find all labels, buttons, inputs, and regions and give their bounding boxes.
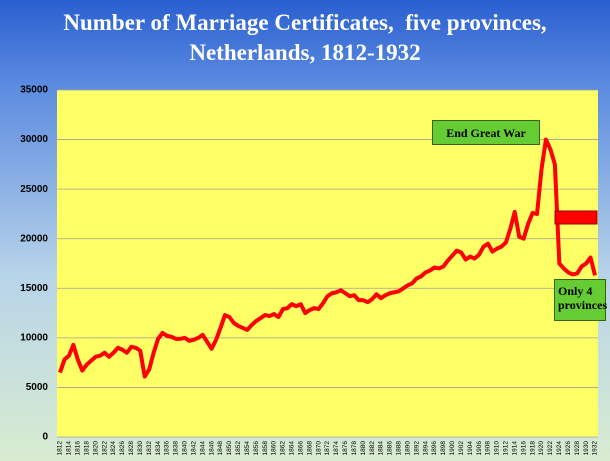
x-tick-label: 1852 bbox=[235, 441, 242, 456]
x-tick-label: 1888 bbox=[396, 441, 403, 456]
x-tick-label: 1924 bbox=[556, 441, 563, 456]
x-tick-label: 1928 bbox=[574, 441, 581, 456]
x-tick-label: 1864 bbox=[289, 441, 296, 456]
x-tick-label: 1906 bbox=[476, 441, 483, 456]
x-tick-label: 1858 bbox=[262, 441, 269, 456]
x-tick-label: 1914 bbox=[511, 441, 518, 456]
x-tick-label: 1886 bbox=[387, 441, 394, 456]
y-tick-label: 15000 bbox=[20, 283, 48, 294]
x-tick-label: 1848 bbox=[217, 441, 224, 456]
x-tick-label: 1884 bbox=[378, 441, 385, 456]
x-tick-label: 1824 bbox=[110, 441, 117, 456]
x-tick-label: 1862 bbox=[280, 441, 287, 456]
y-tick-label: 30000 bbox=[20, 134, 48, 145]
x-tick-label: 1816 bbox=[75, 441, 82, 456]
x-tick-label: 1822 bbox=[101, 441, 108, 456]
x-tick-label: 1812 bbox=[57, 441, 64, 456]
data-line bbox=[58, 137, 597, 379]
x-tick-label: 1828 bbox=[128, 441, 135, 456]
x-tick-label: 1832 bbox=[146, 441, 153, 456]
x-tick-label: 1926 bbox=[565, 441, 572, 456]
x-tick-label: 1896 bbox=[431, 441, 438, 456]
x-tick-label: 1932 bbox=[592, 441, 599, 456]
x-tick-label: 1820 bbox=[92, 441, 99, 456]
x-tick-label: 1860 bbox=[271, 441, 278, 456]
x-tick-label: 1814 bbox=[66, 441, 73, 456]
y-tick-label: 0 bbox=[42, 432, 48, 443]
x-tick-label: 1830 bbox=[137, 441, 144, 456]
x-tick-label: 1876 bbox=[342, 441, 349, 456]
x-tick-label: 1846 bbox=[208, 441, 215, 456]
x-tick-label: 1900 bbox=[449, 441, 456, 456]
x-tick-label: 1902 bbox=[458, 441, 465, 456]
x-tick-label: 1922 bbox=[547, 441, 554, 456]
x-tick-label: 1818 bbox=[83, 441, 90, 456]
y-tick-label: 5000 bbox=[26, 382, 49, 393]
x-tick-label: 1842 bbox=[190, 441, 197, 456]
x-tick-label: 1898 bbox=[440, 441, 447, 456]
y-tick-label: 25000 bbox=[20, 184, 48, 195]
x-tick-label: 1890 bbox=[404, 441, 411, 456]
x-tick-label: 1916 bbox=[520, 441, 527, 456]
red-marker bbox=[554, 210, 598, 225]
y-tick-label: 10000 bbox=[20, 332, 48, 343]
x-tick-label: 1904 bbox=[467, 441, 474, 456]
annotation: Only 4 provinces bbox=[554, 279, 607, 321]
x-tick-label: 1850 bbox=[226, 441, 233, 456]
x-tick-label: 1910 bbox=[494, 441, 501, 456]
plot-area bbox=[57, 90, 598, 437]
x-tick-label: 1918 bbox=[529, 441, 536, 456]
x-tick-label: 1826 bbox=[119, 441, 126, 456]
x-tick-label: 1844 bbox=[199, 441, 206, 456]
y-tick-label: 20000 bbox=[20, 233, 48, 244]
x-tick-label: 1894 bbox=[422, 441, 429, 456]
y-tick-label: 35000 bbox=[20, 85, 48, 96]
x-tick-label: 1878 bbox=[351, 441, 358, 456]
x-tick-label: 1892 bbox=[413, 441, 420, 456]
x-tick-label: 1836 bbox=[164, 441, 171, 456]
x-tick-label: 1880 bbox=[360, 441, 367, 456]
x-tick-label: 1866 bbox=[297, 441, 304, 456]
x-tick-label: 1920 bbox=[538, 441, 545, 456]
x-tick-label: 1868 bbox=[306, 441, 313, 456]
annotation: End Great War bbox=[432, 120, 540, 145]
x-tick-label: 1874 bbox=[333, 441, 340, 456]
x-tick-label: 1870 bbox=[315, 441, 322, 456]
x-tick-label: 1854 bbox=[244, 441, 251, 456]
x-tick-label: 1912 bbox=[503, 441, 510, 456]
x-tick-label: 1908 bbox=[485, 441, 492, 456]
x-tick-label: 1930 bbox=[583, 441, 590, 456]
x-tick-label: 1872 bbox=[324, 441, 331, 456]
x-tick-label: 1834 bbox=[155, 441, 162, 456]
x-tick-label: 1856 bbox=[253, 441, 260, 456]
x-tick-label: 1838 bbox=[173, 441, 180, 456]
x-tick-label: 1840 bbox=[182, 441, 189, 456]
x-tick-label: 1882 bbox=[369, 441, 376, 456]
chart-title: Number of Marriage Certificates, five pr… bbox=[63, 10, 553, 65]
